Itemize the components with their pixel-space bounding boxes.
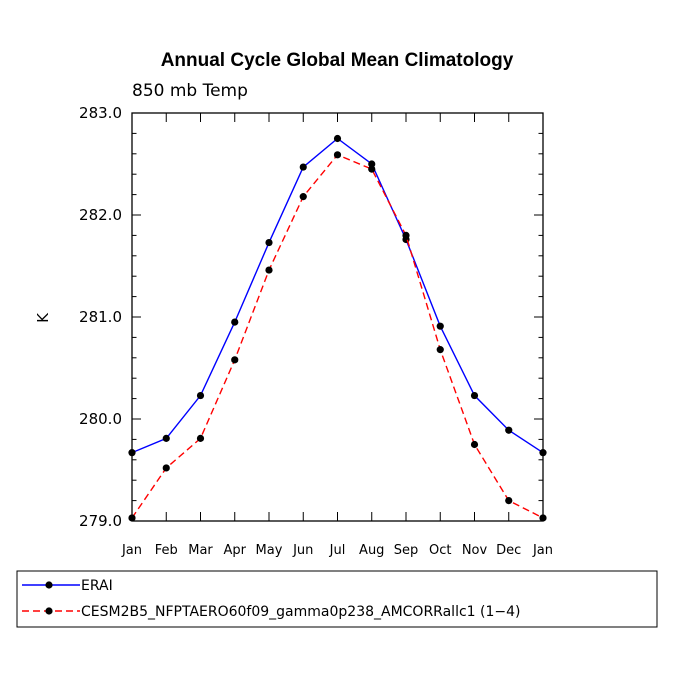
series-point-1 [368, 160, 376, 168]
x-tick-label: Aug [359, 543, 384, 558]
series-point-2 [539, 514, 547, 522]
legend-box [16, 570, 658, 628]
x-tick-label: Oct [429, 543, 451, 558]
series-layer [128, 134, 547, 522]
series-point-1 [333, 134, 342, 143]
legend-label-2: CESM2B5_NFPTAERO60f09_gamma0p238_AMCORRa… [81, 604, 520, 620]
series-point-2 [265, 266, 273, 274]
chart-subtitle: 850 mb Temp [132, 81, 248, 101]
y-tick-label: 281.0 [79, 308, 122, 326]
series-point-2 [231, 356, 239, 364]
series-point-2 [333, 151, 342, 159]
series-point-2 [436, 346, 444, 354]
series-point-1 [265, 238, 273, 247]
x-tick-label: Dec [496, 543, 521, 558]
series-point-1 [162, 434, 170, 442]
series-point-1 [436, 322, 444, 330]
legend: ERAI CESM2B5_NFPTAERO60f09_gamma0p238_AMC… [16, 570, 658, 628]
plot-frame [131, 112, 544, 522]
x-tick-label: Jun [292, 543, 313, 558]
chart-title: Annual Cycle Global Mean Climatology [161, 50, 514, 71]
series-point-2 [128, 514, 136, 522]
x-tick-label: Mar [188, 543, 213, 558]
legend-entries: ERAI CESM2B5_NFPTAERO60f09_gamma0p238_AMC… [22, 578, 520, 620]
y-tick-label: 283.0 [79, 104, 122, 122]
x-tick-label: Apr [224, 543, 247, 558]
legend-label-1: ERAI [81, 578, 113, 594]
y-tick-label: 280.0 [79, 410, 122, 428]
series-point-2 [299, 193, 307, 201]
series-point-1 [196, 391, 205, 400]
x-tick-label: Jan [532, 543, 553, 558]
x-tick-label: Sep [394, 543, 419, 558]
x-tick-label: May [256, 543, 283, 558]
series-point-1 [299, 163, 307, 171]
x-tick-label: Jan [121, 543, 142, 558]
ticks-layer: 279.0 280.0 281.0 282.0 283.0 Jan Feb Mar Apr May… [79, 104, 553, 558]
series-point-1 [128, 449, 136, 457]
x-tick-label: Jul [329, 543, 346, 558]
series-line-2 [131, 153, 544, 519]
series-point-2 [470, 440, 479, 449]
series-point-1 [539, 449, 547, 457]
series-line-1 [131, 137, 544, 454]
series-point-2 [505, 497, 513, 505]
y-axis-label: K [34, 312, 52, 323]
axes-layer [131, 112, 544, 522]
x-tick-label: Feb [155, 543, 178, 558]
series-point-2 [196, 434, 205, 442]
x-tick-label: Nov [462, 543, 488, 558]
series-point-1 [231, 318, 239, 326]
series-point-2 [162, 464, 170, 472]
y-tick-label: 279.0 [79, 512, 122, 530]
series-point-2 [402, 231, 410, 239]
series-point-1 [505, 426, 513, 434]
legend-marker-2 [45, 607, 53, 615]
series-point-1 [470, 391, 479, 400]
legend-marker-1 [45, 581, 53, 589]
series-point-2 [368, 165, 376, 173]
y-tick-label: 282.0 [79, 206, 122, 224]
